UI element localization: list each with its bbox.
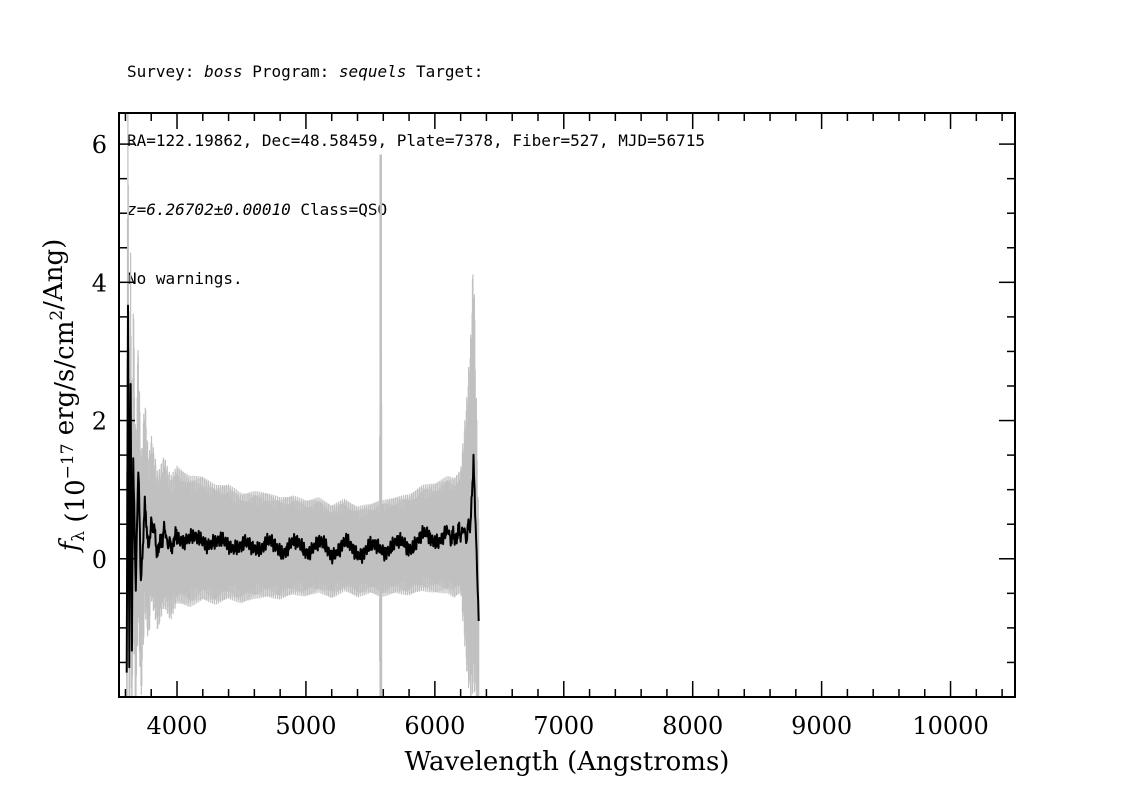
y-axis-label-part: /Ang) (39, 239, 69, 310)
y-axis-label: fλ (10−17 erg/s/cm2/Ang) (39, 239, 91, 554)
x-tick-label: 9000 (791, 712, 852, 740)
x-tick-label: 5000 (275, 712, 336, 740)
target-label: Target: (406, 62, 484, 81)
x-tick-label: 8000 (662, 712, 723, 740)
noise-series (126, 113, 480, 697)
program-value: sequels (338, 62, 407, 81)
x-tick-label: 10000 (912, 712, 988, 740)
survey-value: boss (204, 62, 243, 81)
axis-ticks (119, 113, 1015, 697)
y-axis-label-part: (10 (61, 479, 91, 531)
x-tick-label: 6000 (404, 712, 465, 740)
flux-series (125, 304, 480, 673)
header-line-coordinates: RA=122.19862, Dec=48.58459, Plate=7378, … (127, 131, 705, 150)
class-value: Class=QSO (290, 200, 388, 219)
x-tick-label: 4000 (146, 712, 207, 740)
header-line-warnings: No warnings. (127, 269, 243, 288)
y-tick-label: 4 (92, 269, 107, 297)
survey-label: Survey: (127, 62, 205, 81)
x-axis-label: Wavelength (Angstroms) (405, 747, 730, 777)
y-axis-label-part: −17 (58, 443, 78, 479)
y-axis-label-part: 2 (47, 310, 67, 321)
y-tick-label: 6 (92, 131, 107, 159)
series-flux-line (125, 304, 480, 673)
header-line-survey: Survey: boss Program: sequels Target: (127, 60, 705, 83)
spectrum-header: Survey: boss Program: sequels Target: RA… (127, 14, 705, 313)
y-axis-label-part: λ (69, 531, 89, 542)
y-tick-label: 2 (92, 408, 107, 436)
y-axis-label-part: erg/s/cm (50, 321, 80, 444)
header-line-redshift: z=6.26702±0.00010 Class=QSO (127, 198, 705, 221)
x-tick-label: 7000 (533, 712, 594, 740)
y-tick-label: 0 (92, 546, 107, 574)
program-label: Program: (242, 62, 339, 81)
redshift-value: z=6.26702±0.00010 (127, 200, 291, 219)
plot-frame (118, 112, 1016, 698)
tick-labels: 4000 5000 6000 7000 8000 9000 10000 0 2 4 6 (92, 131, 989, 740)
